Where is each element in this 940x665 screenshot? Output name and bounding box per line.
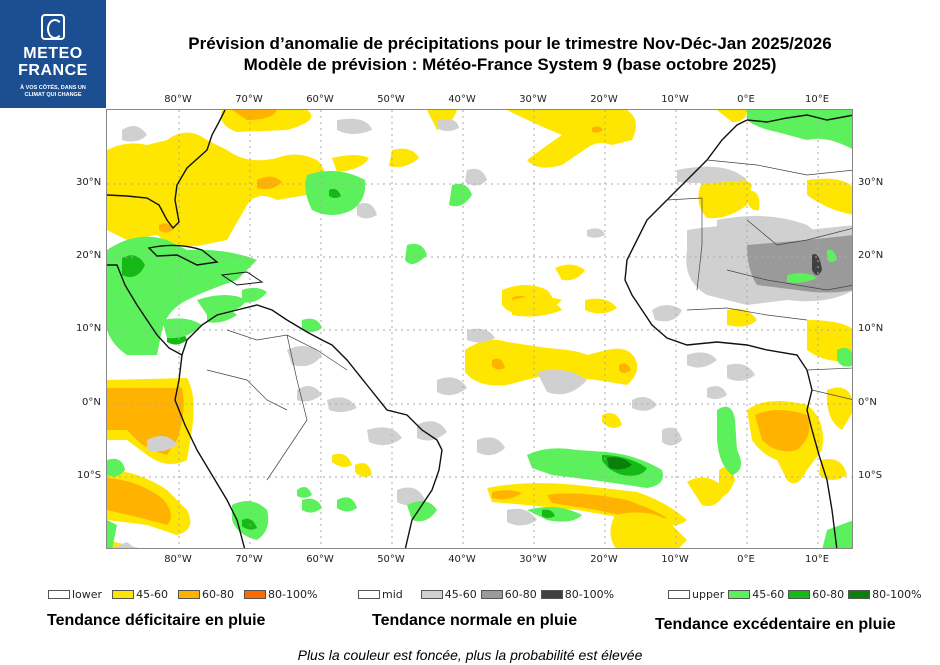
legend-label: upper: [692, 588, 725, 601]
lon-label: 10°W: [661, 94, 689, 105]
lat-label: 30°N: [858, 177, 884, 188]
legend-swatch-mid-white: [358, 590, 380, 599]
title-line1: Prévision d’anomalie de précipitations p…: [188, 34, 832, 53]
lat-label: 0°N: [858, 397, 877, 408]
lon-label: 30°W: [519, 554, 547, 565]
mid-tercile-areas: [112, 118, 852, 548]
legend-item: mid: [358, 588, 403, 601]
legend-swatch-upper-45-60: [728, 590, 751, 599]
lon-label: 20°W: [590, 554, 618, 565]
legend-label: 45-60: [136, 588, 169, 601]
legend-swatch-mid-80-100: [540, 590, 563, 599]
legend-label: 80-100%: [872, 588, 922, 601]
legend-label: 45-60: [752, 588, 785, 601]
lat-label: 10°N: [76, 323, 102, 334]
legend-label: 60-80: [812, 588, 845, 601]
lon-label: 20°W: [590, 94, 618, 105]
logo-tagline-line1: À VOS CÔTÉS, DANS UN: [20, 85, 86, 91]
lon-label: 10°W: [661, 554, 689, 565]
lon-label: 10°E: [804, 554, 830, 565]
legend-swatch-lower-60-80: [178, 590, 201, 599]
legend-label: lower: [72, 588, 103, 601]
legend-item: 60-80: [788, 588, 844, 601]
legend-swatch-upper-white: [668, 590, 690, 599]
legend-swatch-lower-white: [48, 590, 70, 599]
title-line2: Modèle de prévision : Météo-France Syste…: [243, 55, 777, 74]
lon-label: 70°W: [235, 554, 263, 565]
logo-name: METEO FRANCE: [0, 45, 106, 79]
legend-item: 80-100%: [848, 588, 922, 601]
logo-name-line1: METEO: [23, 45, 83, 62]
legend-label: 45-60: [444, 588, 477, 601]
legend-swatch-lower-80-100: [244, 590, 267, 599]
legend-item: 45-60: [420, 588, 477, 601]
page-title: Prévision d’anomalie de précipitations p…: [120, 33, 900, 75]
legend-item: upper: [668, 588, 724, 601]
lon-label: 40°W: [448, 94, 476, 105]
lon-label: 50°W: [377, 554, 405, 565]
legend-swatch-mid-60-80: [480, 590, 503, 599]
lat-label: 20°N: [858, 250, 884, 261]
lon-label: 0°E: [737, 94, 755, 105]
legend-label: 80-100%: [564, 588, 615, 601]
lon-label: 70°W: [235, 94, 263, 105]
legend-item: 45-60: [728, 588, 784, 601]
lat-label: 10°N: [858, 323, 884, 334]
legend-item: 60-80: [178, 588, 234, 601]
coastlines: [107, 110, 852, 548]
lon-label: 0°E: [737, 554, 755, 565]
lat-label: 0°N: [82, 397, 101, 408]
lon-label: 10°E: [804, 94, 830, 105]
lower-tercile-areas: [107, 110, 852, 548]
legend-label: 80-100%: [268, 588, 318, 601]
map-canvas: [107, 110, 852, 548]
upper-tercile-areas: [107, 110, 852, 548]
legend-upper: upper 45-60 60-80 80-100%: [668, 588, 932, 601]
legend-mid: mid 45-60 60-80 80-100%: [358, 588, 624, 601]
legend-label: 60-80: [504, 588, 537, 601]
legend-label: 60-80: [202, 588, 235, 601]
meteo-france-logo: METEO FRANCE À VOS CÔTÉS, DANS UN CLIMAT…: [0, 0, 106, 108]
lon-label: 40°W: [448, 554, 476, 565]
lat-label: 20°N: [76, 250, 102, 261]
legend-item: lower: [48, 588, 102, 601]
graticule: [107, 110, 852, 548]
legend-swatch-lower-45-60: [112, 590, 135, 599]
upper-category-title: Tendance excédentaire en pluie: [655, 616, 896, 633]
legend-swatch-upper-80-100: [848, 590, 871, 599]
legend-item: 45-60: [112, 588, 168, 601]
country-borders: [206, 159, 852, 481]
legend-item: 80-100%: [244, 588, 317, 601]
legend-item: 80-100%: [540, 588, 615, 601]
lon-label: 80°W: [164, 554, 192, 565]
legend-label: mid: [382, 588, 403, 601]
lon-label: 50°W: [377, 94, 405, 105]
mid-category-title: Tendance normale en pluie: [372, 612, 578, 629]
lon-label: 60°W: [306, 94, 334, 105]
meteo-france-emblem-icon: [41, 14, 65, 40]
legend-item: 60-80: [480, 588, 537, 601]
lat-label: 10°S: [77, 470, 102, 481]
logo-tagline-line2: CLIMAT QUI CHANGE: [24, 92, 82, 98]
lon-label: 60°W: [306, 554, 334, 565]
lower-category-title: Tendance déficitaire en pluie: [47, 612, 266, 629]
legend-swatch-mid-45-60: [420, 590, 443, 599]
logo-name-line2: FRANCE: [18, 62, 88, 79]
lon-label: 30°W: [519, 94, 547, 105]
precipitation-anomaly-map: [106, 109, 853, 549]
footer-note: Plus la couleur est foncée, plus la prob…: [297, 647, 643, 663]
legend-lower: lower 45-60 60-80 80-100%: [48, 588, 327, 601]
lon-label: 80°W: [164, 94, 192, 105]
lat-label: 10°S: [858, 470, 883, 481]
legend-swatch-upper-60-80: [788, 590, 811, 599]
logo-tagline: À VOS CÔTÉS, DANS UN CLIMAT QUI CHANGE: [0, 85, 106, 99]
lat-label: 30°N: [76, 177, 102, 188]
